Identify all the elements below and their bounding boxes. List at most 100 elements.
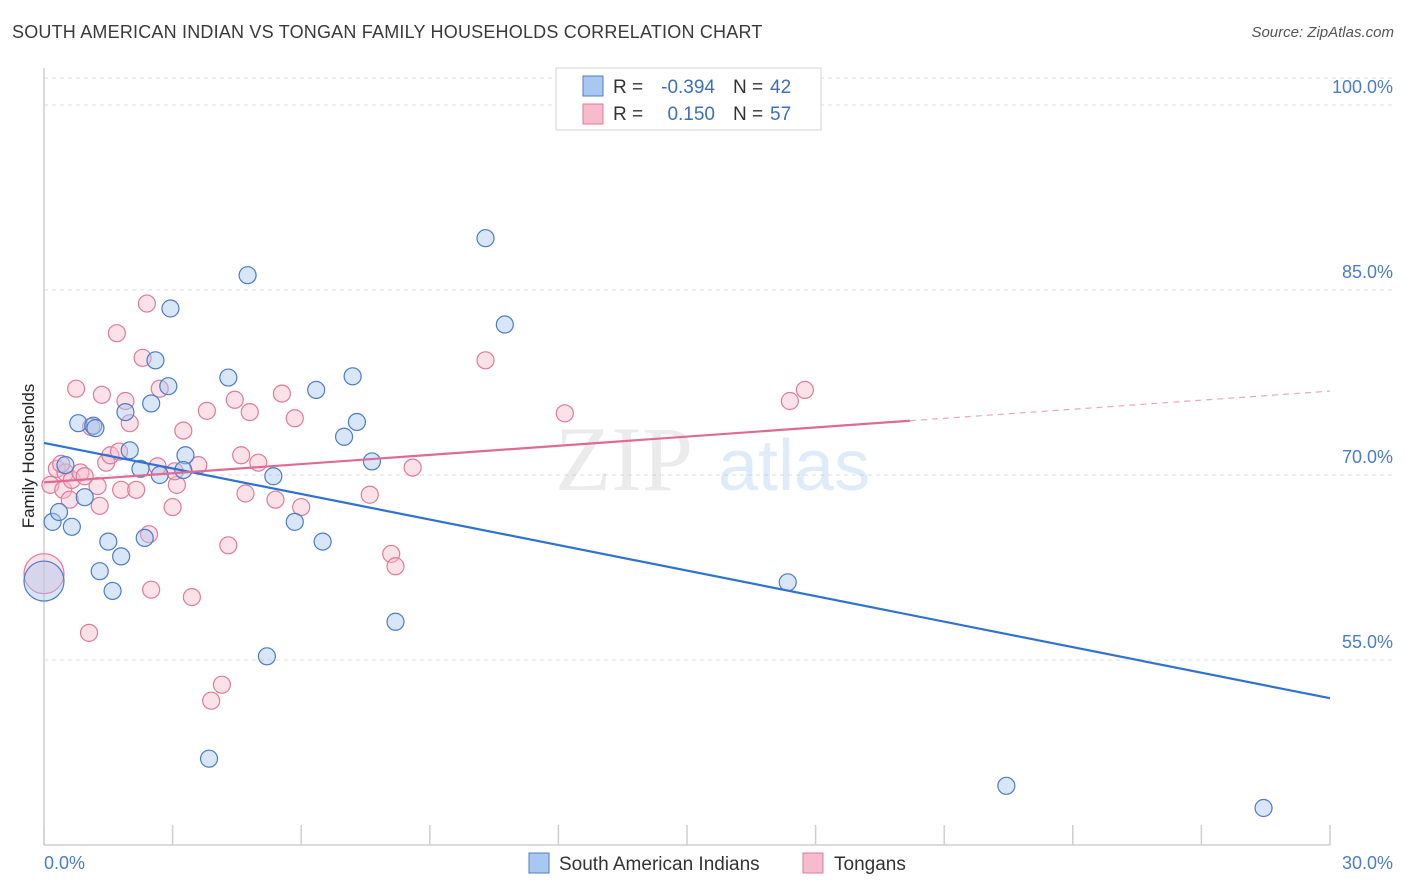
tongan-point-21 <box>127 480 146 499</box>
south-american-indian-point-6 <box>75 488 94 507</box>
tongan-point-5 <box>60 490 79 509</box>
tongan-point-52 <box>780 391 799 411</box>
south-american-indian-point-31 <box>313 532 332 551</box>
legend-r-value-1: -0.394 <box>661 77 715 98</box>
south-american-indian-point-8 <box>86 419 105 438</box>
south-american-indian-point-20 <box>159 377 178 396</box>
watermark: ZIP atlas <box>555 408 870 510</box>
series-legend-swatch-blue <box>528 852 550 874</box>
tongan-point-46 <box>360 485 379 504</box>
tongans-trend-line-extension <box>909 390 1331 422</box>
south-american-indian-point-34 <box>347 412 367 432</box>
tongan-point-44 <box>285 409 304 428</box>
tongan-point-18 <box>112 480 131 499</box>
south-american-indians-points <box>23 229 1273 818</box>
tongan-point-25 <box>142 580 161 599</box>
south-american-indians-trend-line <box>43 441 1331 700</box>
legend-r-label-1: R = <box>613 77 643 98</box>
south-american-indian-point-37 <box>476 229 495 248</box>
south-american-indian-point-3 <box>56 456 75 475</box>
south-american-indian-point-1 <box>43 512 62 531</box>
tongan-point-16 <box>107 324 126 343</box>
tongan-point-31 <box>182 587 201 607</box>
south-american-indian-point-28 <box>264 467 283 486</box>
south-american-indian-point-0 <box>23 560 65 602</box>
tongan-point-38 <box>232 446 251 465</box>
tongan-point-34 <box>202 691 221 710</box>
tongan-point-36 <box>219 536 238 555</box>
legend-n-value-2: 57 <box>770 104 791 125</box>
y-tick-label-1: 70.0% <box>1342 447 1393 467</box>
south-american-indian-point-30 <box>307 380 326 399</box>
tongan-point-13 <box>92 385 111 404</box>
south-american-indian-point-22 <box>176 446 195 465</box>
south-american-indian-point-21 <box>161 299 180 318</box>
tongan-point-20 <box>120 414 139 433</box>
legend-swatch-blue <box>582 75 604 97</box>
y-axis-label: Family Households <box>19 384 38 529</box>
south-american-indian-point-38 <box>495 315 514 334</box>
tongan-point-33 <box>197 401 216 420</box>
source-credit: Source: ZipAtlas.com <box>1251 24 1394 41</box>
watermark-zip: ZIP <box>555 408 693 510</box>
south-american-indian-point-33 <box>343 367 362 386</box>
gridlines <box>44 77 1393 661</box>
south-american-indian-point-39 <box>778 573 797 592</box>
south-american-indian-point-11 <box>103 581 122 601</box>
south-american-indian-point-4 <box>62 517 81 536</box>
south-american-indian-point-35 <box>362 452 382 471</box>
legend-swatch-pink <box>582 103 604 125</box>
south-american-indian-point-27 <box>257 647 277 666</box>
tongans-trend-line <box>43 419 910 484</box>
series-legend-swatch-pink <box>802 852 824 874</box>
south-american-indian-point-14 <box>120 441 139 460</box>
south-american-indian-point-41 <box>1254 798 1273 818</box>
south-american-indian-point-12 <box>112 547 131 566</box>
x-tick-label-max: 30.0% <box>1342 853 1393 873</box>
tongan-point-35 <box>212 675 231 694</box>
x-axis-ticks <box>43 825 1331 845</box>
series-legend: South American Indians Tongans <box>528 852 906 875</box>
legend-r-label-2: R = <box>613 104 643 125</box>
tongan-point-10 <box>79 623 99 642</box>
tongan-point-51 <box>555 404 574 423</box>
south-american-indian-point-24 <box>199 749 219 768</box>
tongan-point-43 <box>266 490 285 509</box>
tongan-point-30 <box>174 421 193 440</box>
tongan-point-37 <box>225 390 244 409</box>
south-american-indian-point-18 <box>146 351 165 370</box>
watermark-atlas: atlas <box>718 426 870 506</box>
tongan-point-50 <box>476 351 495 370</box>
trend-lines <box>43 390 1331 700</box>
south-american-indian-point-25 <box>219 368 238 387</box>
tongan-point-39 <box>236 484 255 503</box>
south-american-indian-point-15 <box>131 459 150 478</box>
series-legend-label-blue: South American Indians <box>559 854 760 875</box>
tongans-points <box>23 294 814 710</box>
y-tick-label-0: 55.0% <box>1342 632 1393 652</box>
tongan-point-40 <box>240 403 259 422</box>
south-american-indian-point-36 <box>386 612 405 631</box>
south-american-indian-point-40 <box>997 776 1016 795</box>
south-american-indian-point-29 <box>285 512 304 531</box>
legend-n-label-2: N = <box>733 104 763 125</box>
south-american-indian-point-32 <box>334 427 354 446</box>
tongan-point-23 <box>137 294 156 313</box>
tongan-point-7 <box>67 379 86 398</box>
south-american-indian-point-13 <box>116 403 135 422</box>
south-american-indian-point-26 <box>238 266 257 285</box>
tongan-point-48 <box>386 557 405 576</box>
legend-r-value-2: 0.150 <box>667 104 715 125</box>
south-american-indian-point-17 <box>142 394 161 413</box>
y-tick-labels: 55.0% 70.0% 85.0% 100.0% <box>1332 77 1393 652</box>
y-tick-label-2: 85.0% <box>1342 262 1393 282</box>
south-american-indian-point-10 <box>99 532 118 551</box>
south-american-indian-point-7 <box>84 416 103 435</box>
chart-title: SOUTH AMERICAN INDIAN VS TONGAN FAMILY H… <box>12 22 763 42</box>
south-american-indian-point-9 <box>90 562 109 581</box>
south-american-indian-point-5 <box>69 414 88 433</box>
tongan-point-42 <box>272 384 292 403</box>
x-tick-label-min: 0.0% <box>44 853 85 873</box>
series-legend-label-pink: Tongans <box>834 854 906 875</box>
